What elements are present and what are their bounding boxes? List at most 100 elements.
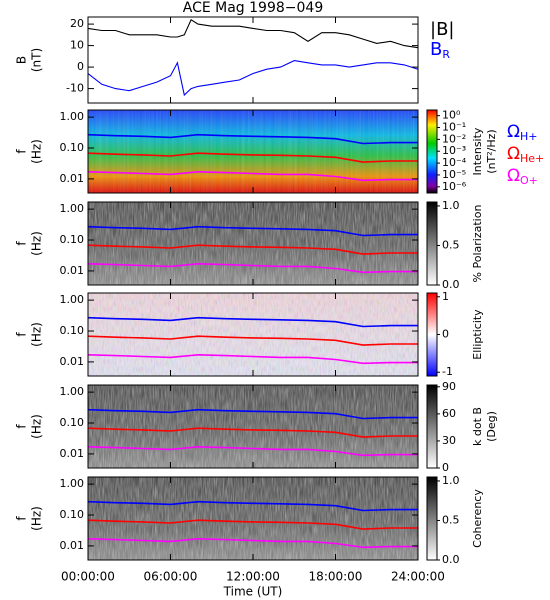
panel xyxy=(88,110,418,193)
colorbar xyxy=(426,109,438,194)
colorbar-tick-label: 1.0 xyxy=(442,199,460,212)
spectrogram-texture xyxy=(88,110,418,193)
spectrogram-texture xyxy=(88,293,418,376)
gyro-line xyxy=(88,445,418,457)
y-tick-label: 0.10 xyxy=(60,141,85,154)
y-axis-title: B xyxy=(15,56,29,64)
y-tick-label: 0.01 xyxy=(60,355,85,368)
colorbar-tick-label: 30 xyxy=(442,434,456,447)
spectrogram-texture xyxy=(88,477,418,560)
colorbar-tick-label: 10⁻² xyxy=(442,132,466,145)
spectrogram-texture xyxy=(88,385,418,468)
x-tick-label: 24:00:00 xyxy=(391,570,445,584)
colorbar-title: (nT²/Hz) xyxy=(485,129,498,173)
y-tick-label: -10 xyxy=(66,82,84,95)
colorbar-tick-label: 10⁻⁴ xyxy=(442,156,467,169)
y-axis-title: (Hz) xyxy=(30,506,44,531)
gyro-line xyxy=(88,152,418,163)
gyro-line xyxy=(88,262,418,274)
legend-subscript: He+ xyxy=(520,152,544,165)
colorbar-tick-label: 90 xyxy=(442,380,456,393)
colorbar-tick-label: 10⁻¹ xyxy=(442,121,466,134)
colorbar-tick-label: 0.0 xyxy=(442,278,460,291)
gyro-line xyxy=(88,335,418,346)
y-tick-label: 0.01 xyxy=(60,447,85,460)
colorbar-tick-label: 10⁻⁶ xyxy=(442,180,467,193)
gyro-line xyxy=(88,500,418,512)
colorbar-tick-label: 0.0 xyxy=(442,553,460,566)
colorbar-tick-label: 1.0 xyxy=(442,474,460,487)
y-axis-title: (Hz) xyxy=(30,414,44,439)
colorbar-tick-label: 0 xyxy=(442,328,449,341)
y-tick-label: 0 xyxy=(77,60,84,73)
y-tick-label: 1.00 xyxy=(60,293,85,306)
gyro-line xyxy=(88,537,418,549)
colorbar-tick-label: 0.5 xyxy=(442,513,460,526)
panel xyxy=(88,202,418,285)
colorbar-tick-label: 1 xyxy=(442,290,449,303)
y-axis-title: f xyxy=(15,332,29,337)
panel xyxy=(88,19,418,97)
x-tick-label: 06:00:00 xyxy=(144,570,198,584)
y-tick-label: 0.01 xyxy=(60,264,85,277)
colorbar-tick-label: 10⁰ xyxy=(442,109,461,122)
gyro-line xyxy=(88,170,418,182)
legend-label: BR xyxy=(430,39,450,61)
y-axis-title: (nT) xyxy=(30,48,44,72)
y-tick-label: 10 xyxy=(70,39,84,52)
y-tick-label: 0.10 xyxy=(60,324,85,337)
legend-subscript: H+ xyxy=(520,130,538,143)
y-axis-title: (Hz) xyxy=(30,139,44,164)
legend-label: |B| xyxy=(430,19,454,40)
gyro-line xyxy=(88,353,418,365)
y-axis-title: f xyxy=(15,516,29,521)
colorbar-tick-label: -1 xyxy=(442,365,453,378)
colorbar-title: Coherency xyxy=(471,489,484,548)
gyro-line xyxy=(88,408,418,420)
y-tick-label: 0.01 xyxy=(60,539,85,552)
y-tick-label: 1.00 xyxy=(60,477,85,490)
data-line xyxy=(88,19,418,49)
x-tick-label: 12:00:00 xyxy=(226,570,280,584)
colorbar-tick-label: 0.5 xyxy=(442,238,460,251)
y-tick-label: 0.10 xyxy=(60,233,85,246)
x-tick-label: 18:00:00 xyxy=(309,570,363,584)
colorbar-tick-label: 60 xyxy=(442,407,456,420)
x-tick-label: 00:00:00 xyxy=(61,570,115,584)
y-axis-title: (Hz) xyxy=(30,322,44,347)
colorbar xyxy=(426,384,438,469)
legend-subscript: O+ xyxy=(520,174,538,187)
colorbar-title: k dot B xyxy=(471,407,484,446)
gyro-line xyxy=(88,244,418,255)
panel xyxy=(88,477,418,560)
y-axis-title: f xyxy=(15,241,29,246)
y-axis-title: f xyxy=(15,424,29,429)
colorbar-title: (Deg) xyxy=(485,411,498,442)
colorbar-tick-label: 0 xyxy=(442,461,449,474)
spectrogram-texture xyxy=(88,202,418,285)
colorbar-tick-label: 10⁻⁵ xyxy=(442,168,466,181)
panel xyxy=(88,293,418,376)
colorbar xyxy=(426,292,438,377)
plot-frame xyxy=(87,16,419,104)
colorbar-title: Ellipticity xyxy=(471,309,484,360)
colorbar-tick-label: 10⁻³ xyxy=(442,144,466,157)
y-tick-label: 1.00 xyxy=(60,110,85,123)
y-axis-title: (Hz) xyxy=(30,231,44,256)
gyro-line xyxy=(88,133,418,145)
gyro-line xyxy=(88,519,418,530)
gyro-line xyxy=(88,225,418,237)
y-tick-label: 20 xyxy=(70,17,84,30)
y-tick-label: 1.00 xyxy=(60,385,85,398)
legend-subscript: R xyxy=(442,48,450,61)
gyro-line xyxy=(88,427,418,438)
gyro-line xyxy=(88,316,418,328)
panel xyxy=(88,385,418,468)
legend-label: ΩH+ xyxy=(507,122,538,143)
y-tick-label: 0.10 xyxy=(60,416,85,429)
data-line xyxy=(88,60,418,97)
legend-label: ΩHe+ xyxy=(507,144,544,165)
legend-label: ΩO+ xyxy=(507,166,538,187)
y-tick-label: 1.00 xyxy=(60,202,85,215)
